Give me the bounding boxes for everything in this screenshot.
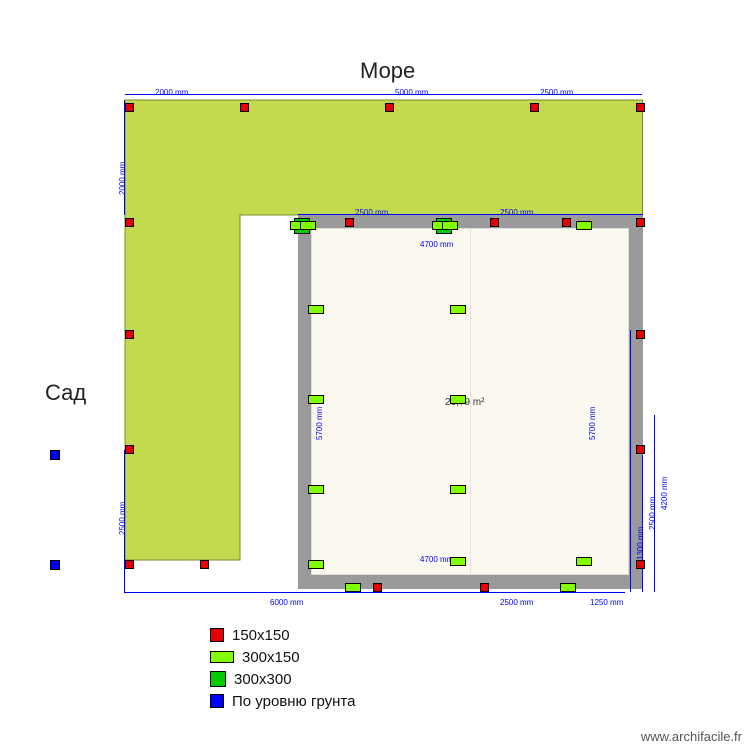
post-150x150: [562, 218, 571, 227]
dimension-label: 6000 mm: [270, 598, 303, 607]
dimension-label: 4200 mm: [660, 477, 669, 510]
dimension-line: [124, 100, 125, 215]
post-300x150: [560, 583, 576, 592]
post-300x150: [308, 305, 324, 314]
post-150x150: [490, 218, 499, 227]
legend-swatch: [210, 651, 234, 663]
post-150x150: [373, 583, 382, 592]
post-150x150: [636, 218, 645, 227]
dimension-label: 2000 mm: [155, 88, 188, 97]
dimension-label: 5000 mm: [395, 88, 428, 97]
legend-swatch: [210, 671, 226, 687]
post-150x150: [240, 103, 249, 112]
post-150x150: [125, 218, 134, 227]
dimension-label: 2500 mm: [500, 208, 533, 217]
post-150x150: [125, 560, 134, 569]
floor-plan: 26,79 m²2000 mm5000 mm2500 mm2000 mm2500…: [0, 0, 750, 750]
post-150x150: [125, 330, 134, 339]
dimension-label: 2500 mm: [540, 88, 573, 97]
legend-swatch: [210, 628, 224, 642]
legend-row: 300x150: [210, 647, 355, 667]
ground-level-marker: [50, 450, 60, 460]
post-150x150: [530, 103, 539, 112]
post-150x150: [385, 103, 394, 112]
post-300x150: [308, 560, 324, 569]
legend-label: 150x150: [232, 627, 290, 644]
post-300x150: [308, 485, 324, 494]
post-150x150: [636, 445, 645, 454]
post-150x150: [200, 560, 209, 569]
dimension-label: 5700 mm: [588, 407, 597, 440]
post-300x150: [450, 395, 466, 404]
legend: 150x150 300x150 300x300 По уровню грунта: [210, 625, 355, 713]
post-300x150: [308, 395, 324, 404]
legend-row: 300x300: [210, 669, 355, 689]
dimension-line: [630, 330, 631, 592]
legend-swatch: [210, 694, 224, 708]
post-150x150: [125, 103, 134, 112]
post-300x150: [576, 557, 592, 566]
post-300x150: [345, 583, 361, 592]
post-150x150: [636, 560, 645, 569]
dimension-line: [298, 214, 643, 215]
dimension-label: 2500 mm: [648, 497, 657, 530]
dimension-label: 2500 mm: [500, 598, 533, 607]
dimension-label: 1250 mm: [590, 598, 623, 607]
post-300x150: [450, 485, 466, 494]
legend-label: По уровню грунта: [232, 693, 355, 710]
post-300x150: [450, 305, 466, 314]
post-150x150: [480, 583, 489, 592]
watermark: www.archifacile.fr: [641, 729, 742, 744]
dimension-label: 1300 mm: [636, 527, 645, 560]
dimension-label: 2000 mm: [118, 162, 127, 195]
legend-label: 300x300: [234, 671, 292, 688]
post-150x150: [636, 330, 645, 339]
dimension-line: [125, 592, 625, 593]
dimension-line: [642, 455, 643, 592]
post-300x150: [450, 557, 466, 566]
post-300x150: [576, 221, 592, 230]
post-300x150: [442, 221, 458, 230]
post-150x150: [125, 445, 134, 454]
dimension-label: 5700 mm: [315, 407, 324, 440]
post-150x150: [345, 218, 354, 227]
legend-label: 300x150: [242, 649, 300, 666]
dimension-label: 4700 mm: [420, 555, 453, 564]
dimension-label: 2500 mm: [118, 502, 127, 535]
dimension-label: 4700 mm: [420, 240, 453, 249]
post-150x150: [636, 103, 645, 112]
ground-level-marker: [50, 560, 60, 570]
dimension-label: 2500 mm: [355, 208, 388, 217]
legend-row: 150x150: [210, 625, 355, 645]
legend-row: По уровню грунта: [210, 691, 355, 711]
post-300x150: [300, 221, 316, 230]
